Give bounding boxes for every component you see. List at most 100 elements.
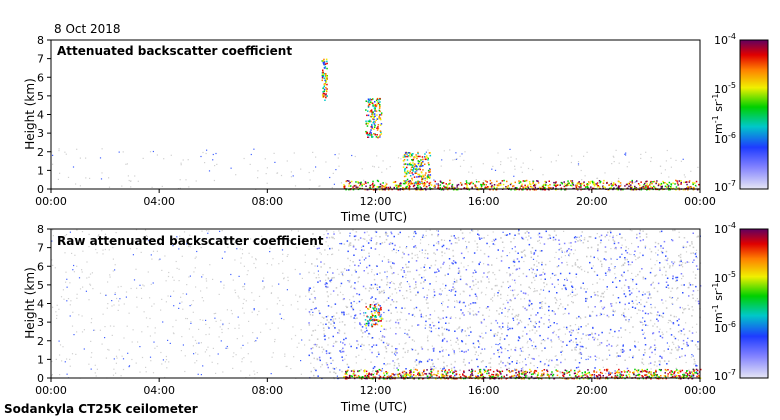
backscatter-cell [654, 246, 657, 248]
backscatter-cell [350, 315, 352, 318]
backscatter-cell [419, 174, 421, 177]
backscatter-cell [595, 375, 598, 377]
backscatter-cell [590, 296, 592, 298]
backscatter-cell [376, 186, 378, 188]
noise-cell [349, 259, 351, 262]
x-tick-label: 04:00 [143, 195, 175, 208]
backscatter-cell [355, 374, 358, 377]
backscatter-cell [355, 181, 357, 183]
backscatter-cell [486, 186, 489, 188]
backscatter-cell [604, 246, 607, 248]
backscatter-cell [485, 186, 488, 189]
noise-cell [272, 258, 274, 260]
backscatter-cell [358, 300, 361, 303]
backscatter-cell [432, 369, 435, 371]
backscatter-cell [325, 76, 327, 79]
noise-cell [182, 308, 184, 310]
backscatter-cell [515, 372, 517, 374]
backscatter-cell [587, 369, 589, 371]
noise-cell [100, 178, 103, 180]
backscatter-cell [397, 375, 400, 378]
noise-cell [255, 340, 257, 342]
backscatter-cell [369, 131, 372, 133]
backscatter-cell [482, 183, 484, 186]
noise-cell [197, 353, 199, 355]
backscatter-cell [321, 60, 323, 62]
backscatter-cell [453, 235, 455, 237]
noise-cell [290, 368, 292, 370]
backscatter-cell [576, 344, 579, 346]
backscatter-cell [421, 182, 423, 184]
noise-cell [299, 296, 301, 298]
backscatter-cell [694, 182, 696, 184]
backscatter-cell [537, 372, 540, 374]
noise-cell [104, 233, 107, 235]
backscatter-cell [518, 375, 520, 378]
backscatter-cell [328, 352, 331, 354]
backscatter-cell [366, 132, 368, 135]
noise-cell [313, 367, 315, 369]
backscatter-cell [697, 341, 699, 343]
backscatter-cell [477, 372, 480, 375]
backscatter-cell [454, 242, 457, 244]
backscatter-cell [497, 349, 499, 351]
noise-cell [418, 274, 420, 276]
backscatter-cell [412, 159, 414, 162]
backscatter-cell [408, 152, 410, 154]
noise-cell [510, 160, 512, 162]
backscatter-cell [580, 182, 582, 185]
noise-cell [336, 268, 339, 270]
backscatter-cell [658, 331, 660, 333]
backscatter-cell [577, 240, 579, 242]
noise-cell [181, 336, 183, 338]
noise-cell [294, 268, 296, 271]
backscatter-cell [671, 302, 673, 305]
backscatter-cell [359, 323, 361, 325]
backscatter-cell [471, 288, 473, 291]
backscatter-cell [578, 315, 580, 318]
noise-cell [234, 289, 236, 291]
noise-cell [149, 317, 151, 320]
backscatter-cell [533, 348, 535, 350]
noise-cell [522, 361, 524, 363]
noise-cell [522, 330, 524, 332]
backscatter-cell [422, 164, 424, 167]
noise-cell [348, 245, 350, 247]
noise-cell [62, 346, 64, 348]
backscatter-cell [531, 247, 534, 249]
noise-cell [215, 372, 217, 374]
backscatter-cell [631, 181, 633, 183]
noise-cell [533, 341, 535, 343]
noise-cell [241, 361, 243, 363]
backscatter-cell [323, 77, 326, 79]
noise-cell [520, 350, 522, 352]
noise-cell [339, 369, 341, 371]
backscatter-cell [525, 364, 527, 366]
backscatter-cell [496, 186, 498, 189]
noise-cell [67, 176, 70, 178]
noise-cell [454, 306, 456, 308]
backscatter-cell [331, 247, 333, 250]
backscatter-cell [368, 252, 370, 255]
backscatter-cell [672, 322, 675, 324]
backscatter-cell [650, 267, 653, 270]
backscatter-cell [688, 369, 690, 372]
backscatter-cell [454, 294, 456, 296]
backscatter-cell [404, 180, 406, 182]
noise-cell [76, 148, 78, 150]
backscatter-cell [500, 347, 503, 350]
noise-cell [399, 327, 401, 329]
backscatter-cell [441, 350, 444, 352]
backscatter-cell [675, 367, 678, 370]
noise-cell [428, 244, 430, 246]
noise-cell [507, 316, 509, 318]
noise-cell [354, 321, 356, 324]
noise-cell [65, 281, 67, 283]
backscatter-cell [482, 314, 484, 316]
backscatter-cell [376, 127, 378, 129]
noise-cell [161, 269, 163, 271]
backscatter-cell [472, 280, 474, 283]
backscatter-cell [406, 178, 409, 181]
backscatter-cell [661, 299, 663, 301]
noise-cell [510, 289, 512, 291]
